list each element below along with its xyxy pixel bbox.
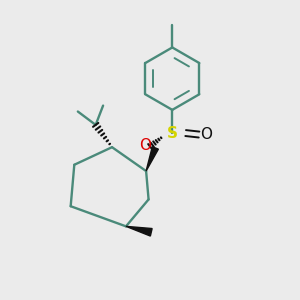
Text: O: O xyxy=(139,138,151,153)
Text: O: O xyxy=(200,127,212,142)
Polygon shape xyxy=(126,226,152,236)
Polygon shape xyxy=(146,147,158,171)
Text: S: S xyxy=(167,126,178,141)
